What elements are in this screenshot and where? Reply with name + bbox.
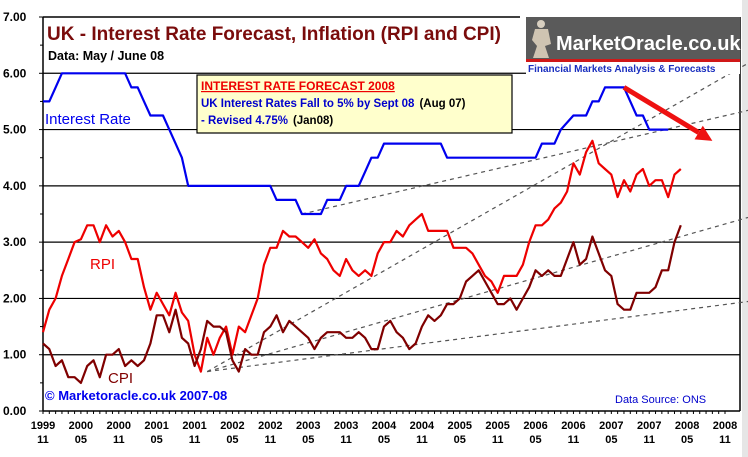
x-tick-year: 2002 <box>258 420 282 432</box>
chart-subtitle: Data: May / June 08 <box>48 49 164 63</box>
marketoracle-logo: MarketOracle.co.uk Financial Markets Ana… <box>526 17 741 75</box>
x-tick-month: 05 <box>454 434 466 446</box>
x-tick-month: 05 <box>378 434 390 446</box>
chart-title: UK - Interest Rate Forecast, Inflation (… <box>47 24 501 45</box>
x-tick-month: 05 <box>226 434 238 446</box>
x-tick-month: 05 <box>151 434 163 446</box>
x-tick-year: 1999 <box>31 420 55 432</box>
x-tick-month: 11 <box>492 434 504 446</box>
x-tick-year: 2003 <box>296 420 320 432</box>
x-tick-month: 11 <box>37 434 49 446</box>
cpi-line <box>42 224 682 384</box>
x-tick-month: 05 <box>75 434 87 446</box>
logo-tagline: Financial Markets Analysis & Forecasts <box>528 64 716 75</box>
x-tick-month: 11 <box>643 434 655 446</box>
x-tick-year: 2000 <box>69 420 93 432</box>
x-tick-year: 2001 <box>182 420 206 432</box>
copyright-text: © Marketoracle.co.uk 2007-08 <box>45 388 227 403</box>
x-tick-year: 2006 <box>523 420 547 432</box>
label-interest-rate: Interest Rate <box>45 111 131 128</box>
y-axis-ticks: 0.00 1.00 2.00 3.00 4.00 5.00 6.00 7.00 <box>3 10 43 418</box>
annotation-line-2-main: - Revised 4.75% <box>201 115 288 127</box>
trend-cpi-lower <box>207 300 748 373</box>
x-tick-year: 2000 <box>107 420 131 432</box>
statue-icon <box>532 20 551 58</box>
annotation-line-1-main: UK Interest Rates Fall to 5% by Sept 08 <box>201 98 415 110</box>
x-tick-month: 11 <box>265 434 277 446</box>
series-lines <box>41 72 682 384</box>
x-tick-year: 2007 <box>637 420 661 432</box>
forecast-arrow <box>622 85 713 141</box>
x-tick-month: 11 <box>189 434 201 446</box>
forecast-annotation: INTEREST RATE FORECAST 2008 UK Interest … <box>196 74 513 134</box>
forecast-arrow-shaft <box>622 85 700 135</box>
x-tick-year: 2004 <box>372 420 397 432</box>
trendlines <box>206 62 748 373</box>
trend-rpi-steep <box>206 62 748 373</box>
trend-cpi-upper <box>207 216 748 373</box>
x-tick-year: 2005 <box>448 420 472 432</box>
annotation-line-2-date: (Jan08) <box>293 115 333 127</box>
y-tick-label: 7.00 <box>3 10 27 24</box>
x-tick-month: 05 <box>529 434 541 446</box>
forecast-arrow-head <box>694 125 713 141</box>
logo-background <box>526 17 740 59</box>
annotation-line-2: - Revised 4.75% (Jan08) <box>201 115 333 127</box>
label-cpi: CPI <box>108 370 133 387</box>
y-tick-label: 1.00 <box>3 348 27 362</box>
x-tick-month: 05 <box>605 434 617 446</box>
scrollbar-track[interactable] <box>742 0 748 457</box>
y-tick-label: 6.00 <box>3 66 27 80</box>
x-tick-year: 2005 <box>485 420 509 432</box>
y-tick-label: 5.00 <box>3 123 27 137</box>
x-axis-ticks: 1999 11 2000 05 2000 11 2001 05 2001 11 2002 05 2002… <box>31 411 737 446</box>
annotation-box <box>196 74 513 134</box>
annotation-line-1-date: (Aug 07) <box>419 98 465 110</box>
x-tick-month: 11 <box>340 434 352 446</box>
x-tick-month: 11 <box>568 434 580 446</box>
data-source-text: Data Source: ONS <box>615 394 706 406</box>
logo-name: MarketOracle.co.uk <box>556 33 741 55</box>
y-tick-label: 3.00 <box>3 235 27 249</box>
annotation-line-1: UK Interest Rates Fall to 5% by Sept 08 (… <box>201 98 466 110</box>
x-tick-year: 2002 <box>220 420 244 432</box>
x-tick-year: 2003 <box>334 420 358 432</box>
x-tick-month: 11 <box>719 434 731 446</box>
x-tick-year: 2001 <box>144 420 168 432</box>
x-tick-year: 2004 <box>410 420 435 432</box>
x-tick-year: 2007 <box>599 420 623 432</box>
x-tick-year: 2008 <box>675 420 699 432</box>
interest-rate-line <box>43 72 669 216</box>
annotation-heading: INTEREST RATE FORECAST 2008 <box>201 79 395 93</box>
y-tick-label: 2.00 <box>3 291 27 305</box>
rpi-line <box>41 139 682 373</box>
x-tick-month: 05 <box>681 434 693 446</box>
logo-red-bar <box>526 59 740 62</box>
x-tick-year: 2006 <box>561 420 585 432</box>
x-tick-month: 11 <box>113 434 125 446</box>
y-tick-label: 0.00 <box>3 404 27 418</box>
x-tick-month: 05 <box>302 434 314 446</box>
y-tick-label: 4.00 <box>3 179 27 193</box>
x-tick-year: 2008 <box>713 420 737 432</box>
x-tick-month: 11 <box>416 434 428 446</box>
label-rpi: RPI <box>90 256 115 273</box>
